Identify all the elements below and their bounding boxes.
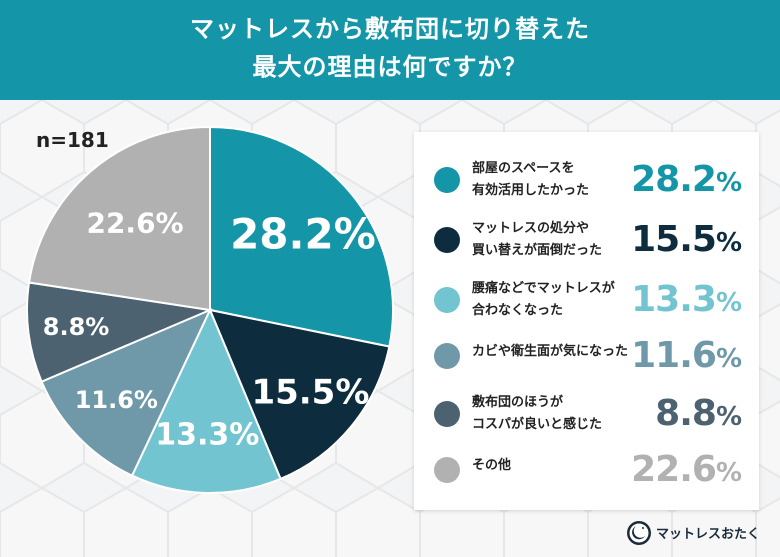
legend-value-unit: % [715, 402, 742, 432]
pie-slice [130, 307, 282, 494]
legend-value-unit: % [715, 458, 742, 488]
legend-value-number: 11.6 [631, 335, 717, 376]
brand-name: マットレスおたく [656, 527, 761, 542]
pie-data-label: 11.6% [75, 386, 158, 414]
legend-swatch [434, 401, 460, 427]
pie-chart: 28.2% 15.5% 13.3% 11.6% 8.8% 22.6% [26, 125, 394, 494]
legend-label: 敷布団のほうが コスパが良いと感じた [472, 395, 603, 432]
legend-value: 15.5% [631, 216, 742, 267]
legend-value-number: 15.5 [631, 219, 717, 260]
legend-value-number: 22.6 [631, 449, 717, 490]
legend-swatch [434, 167, 460, 193]
legend-item-cost: 敷布団のほうが コスパが良いと感じた 8.8% [414, 386, 759, 442]
legend-value-unit: % [715, 344, 742, 374]
sample-size-label: n=181 [36, 128, 109, 152]
legend-value: 28.2% [631, 156, 742, 207]
title-banner: マットレスから敷布団に切り替えた 最大の理由は何ですか？ [0, 0, 780, 100]
legend-label: マットレスの処分や 買い替えが面倒だった [472, 221, 603, 258]
legend-item-backpain: 腰痛などでマットレスが 合わなくなった 13.3% [414, 272, 759, 328]
chart-title-line-1: マットレスから敷布団に切り替えた [190, 15, 590, 43]
legend-item-space: 部屋のスペースを 有効活用したかった 28.2% [414, 152, 759, 208]
legend-value-number: 28.2 [631, 159, 717, 200]
legend-swatch [434, 343, 460, 369]
sleeping-moon-logo-icon [627, 521, 651, 545]
legend-value: 22.6% [631, 446, 742, 497]
legend-swatch [434, 287, 460, 313]
legend-label: 腰痛などでマットレスが 合わなくなった [472, 281, 615, 318]
legend-item-disposal: マットレスの処分や 買い替えが面倒だった 15.5% [414, 212, 759, 268]
legend-value-unit: % [715, 168, 742, 198]
legend-value-unit: % [715, 228, 742, 258]
pie-data-label: 15.5% [251, 373, 369, 413]
pie-data-label: 13.3% [155, 417, 259, 452]
pie-data-label: 28.2% [230, 210, 376, 259]
pie-slice [209, 125, 394, 348]
pie-data-label: 22.6% [86, 206, 183, 239]
legend-value: 8.8% [655, 390, 742, 441]
legend-label: カビや衛生面が気になった [472, 344, 629, 359]
legend-label: その他 [472, 458, 512, 473]
legend-panel: 部屋のスペースを 有効活用したかった 28.2% マットレスの処分や 買い替えが… [414, 132, 759, 510]
legend-value-number: 13.3 [631, 279, 717, 320]
chart-title-line-2: 最大の理由は何ですか？ [252, 53, 528, 81]
pie-slice [26, 281, 214, 383]
legend-item-mold: カビや衛生面が気になった 11.6% [414, 328, 759, 384]
pie-slice [208, 308, 391, 481]
pie-data-label: 8.8% [43, 313, 110, 341]
legend-value: 11.6% [631, 332, 742, 383]
legend-swatch [434, 227, 460, 253]
pie-slice [27, 125, 211, 312]
legend-value-unit: % [715, 288, 742, 318]
legend-item-other: その他 22.6% [414, 442, 759, 498]
legend-swatch [434, 457, 460, 483]
legend-value: 13.3% [631, 276, 742, 327]
pie-slice [40, 308, 213, 477]
legend-label: 部屋のスペースを 有効活用したかった [472, 161, 590, 198]
legend-value-number: 8.8 [655, 393, 717, 434]
